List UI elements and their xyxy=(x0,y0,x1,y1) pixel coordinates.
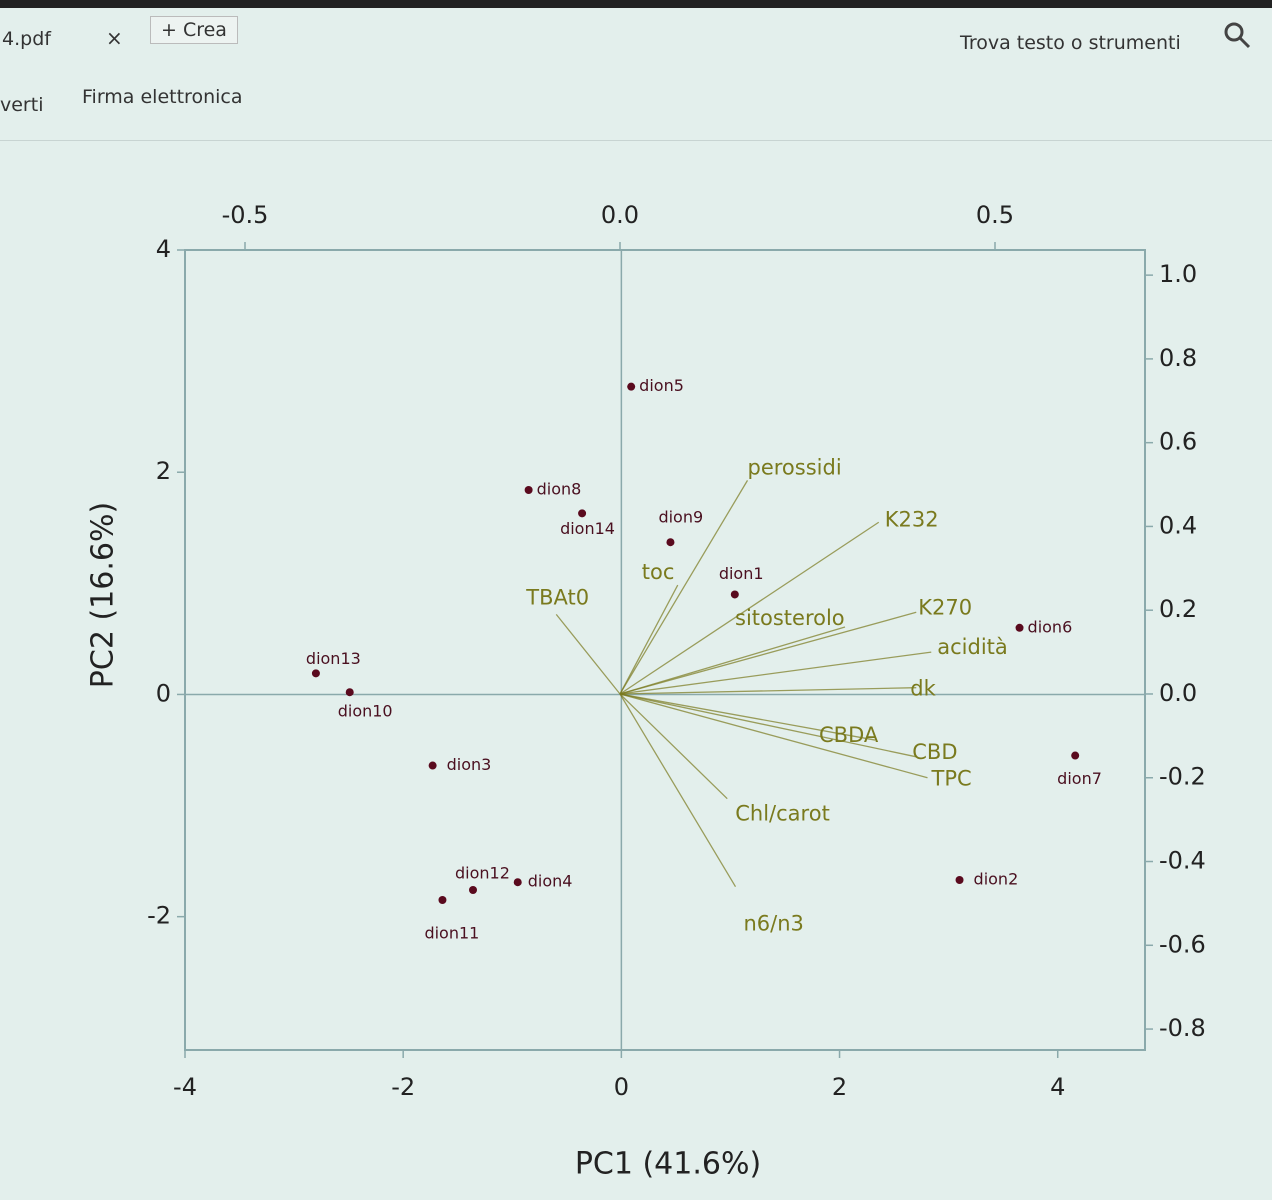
loading-arrow xyxy=(555,613,621,695)
point-label: dion9 xyxy=(658,508,703,527)
menu-item[interactable]: verti xyxy=(0,94,44,116)
tab-title[interactable]: 4.pdf xyxy=(2,28,51,50)
x-tick-label: 0 xyxy=(614,1073,629,1101)
loading-arrow xyxy=(619,611,917,695)
score-point xyxy=(311,669,320,678)
y2-tick-label: 0.2 xyxy=(1159,595,1197,623)
y2-tick-label: -0.4 xyxy=(1159,847,1206,875)
loading-arrow xyxy=(619,693,876,741)
point-label: dion8 xyxy=(537,480,582,499)
tab-close[interactable]: × xyxy=(106,26,123,50)
point-label: dion7 xyxy=(1057,769,1102,788)
y2-tick-label: -0.6 xyxy=(1159,930,1206,958)
loading-arrow xyxy=(619,693,928,779)
point-label: dion5 xyxy=(639,376,684,395)
search-icon[interactable] xyxy=(1222,20,1252,50)
point-label: dion11 xyxy=(424,924,479,943)
loading-arrow xyxy=(619,521,880,695)
loading-label: Chl/carot xyxy=(735,802,830,826)
score-point xyxy=(469,886,477,894)
point-label: dion2 xyxy=(974,870,1019,889)
point-label: dion4 xyxy=(528,872,573,891)
loading-arrow xyxy=(619,651,932,695)
y-axis-label: PC2 (16.6%) xyxy=(86,502,121,688)
x2-tick-label: 0.0 xyxy=(601,201,639,229)
loading-arrow xyxy=(619,693,737,887)
score-point xyxy=(578,509,587,518)
loading-arrow xyxy=(619,584,679,695)
y-tick-label: 2 xyxy=(156,457,171,485)
loading-arrow xyxy=(619,480,749,695)
point-label: dion3 xyxy=(447,755,492,774)
y2-tick-label: -0.8 xyxy=(1159,1014,1206,1042)
y-tick-label: -2 xyxy=(147,902,171,930)
plot-frame xyxy=(184,249,1146,1051)
loading-label: CBDA xyxy=(819,723,879,747)
loading-label: K232 xyxy=(885,507,939,531)
score-point xyxy=(438,896,447,904)
score-point xyxy=(1071,751,1080,760)
point-label: dion6 xyxy=(1028,617,1073,636)
y-tick-label: 4 xyxy=(156,235,171,263)
score-point xyxy=(955,876,964,884)
search-box[interactable]: Trova testo o strumenti xyxy=(960,32,1181,54)
loading-label: toc xyxy=(642,560,675,584)
separator xyxy=(0,140,1272,141)
y2-tick-label: 0.4 xyxy=(1159,511,1197,539)
loading-label: sitosterolo xyxy=(735,606,845,630)
x-tick-label: 4 xyxy=(1050,1073,1065,1101)
score-point xyxy=(524,486,533,494)
loading-arrow xyxy=(619,693,728,800)
y-tick-label: 0 xyxy=(156,679,171,707)
loading-label: K270 xyxy=(918,595,972,619)
x-tick-label: -4 xyxy=(173,1073,197,1101)
x2-tick-label: 0.5 xyxy=(976,201,1014,229)
score-point xyxy=(627,382,636,391)
y2-tick-label: -0.2 xyxy=(1159,763,1206,791)
loading-label: n6/n3 xyxy=(744,912,804,936)
loading-label: perossidi xyxy=(748,455,842,479)
point-label: dion13 xyxy=(306,649,361,668)
y2-tick-label: 0.8 xyxy=(1159,344,1197,372)
x2-tick-label: -0.5 xyxy=(222,201,269,229)
point-label: dion14 xyxy=(560,519,615,538)
score-point xyxy=(730,590,739,599)
loading-arrow xyxy=(619,693,917,758)
score-point xyxy=(345,688,354,697)
y2-tick-label: 1.0 xyxy=(1159,260,1197,288)
loading-label: TPC xyxy=(931,767,972,791)
score-point xyxy=(428,761,437,770)
point-label: dion1 xyxy=(719,564,764,583)
x-axis-label: PC1 (41.6%) xyxy=(575,1147,761,1182)
loading-arrow xyxy=(619,626,846,695)
y2-tick-label: 0.6 xyxy=(1159,428,1197,456)
loading-label: acidità xyxy=(937,635,1008,659)
score-point xyxy=(513,878,522,887)
point-label: dion10 xyxy=(338,702,393,721)
menu-item[interactable]: Firma elettronica xyxy=(82,86,243,108)
score-point xyxy=(1015,623,1024,632)
x-tick-label: 2 xyxy=(832,1073,847,1101)
score-point xyxy=(666,538,675,547)
loading-label: TBAt0 xyxy=(525,585,589,609)
x-tick-label: -2 xyxy=(391,1073,415,1101)
y2-tick-label: 0.0 xyxy=(1159,679,1197,707)
point-label: dion12 xyxy=(455,864,510,883)
new-tab[interactable]: + Crea xyxy=(150,16,238,44)
loading-label: CBD xyxy=(912,740,957,764)
loading-arrow xyxy=(619,687,917,695)
top-strip xyxy=(0,0,1272,8)
loading-label: dk xyxy=(910,677,936,701)
